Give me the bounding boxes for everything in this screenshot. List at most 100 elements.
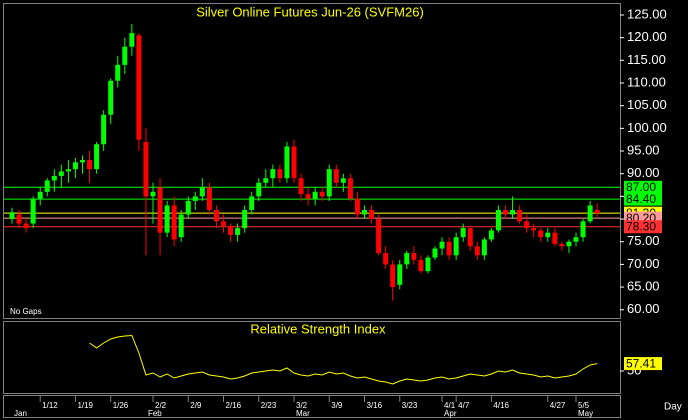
candle-body (44, 180, 50, 192)
candle-body (397, 264, 403, 285)
note: No Gaps (10, 307, 42, 316)
candle-body (30, 198, 36, 224)
candle-body (545, 232, 551, 238)
chart-title: Silver Online Futures Jun-26 (SVFM26) (196, 4, 424, 19)
candle-body (474, 246, 480, 256)
candle-body (263, 178, 269, 183)
candle-body (481, 239, 487, 256)
candle-body (446, 241, 452, 256)
candle-body (580, 221, 586, 238)
candle-body (467, 228, 473, 247)
candle-body (291, 146, 297, 179)
month-label: Jan (14, 409, 27, 418)
candle-body (376, 219, 382, 254)
candle-body (249, 196, 255, 210)
candle-body (383, 253, 389, 265)
x-tick-label: 3/16 (367, 401, 383, 410)
y-tick-label: 65.00 (627, 279, 660, 294)
y-tick-label: 95.00 (627, 142, 660, 157)
candle-body (206, 187, 212, 210)
x-tick-label: 4/1 (444, 401, 456, 410)
candle-body (566, 241, 572, 247)
candle-body (425, 257, 431, 272)
x-tick-label: 4/27 (550, 401, 566, 410)
candle-body (178, 214, 184, 238)
candle-body (418, 259, 424, 272)
candle-body (460, 228, 466, 238)
candle-body (72, 162, 78, 170)
level-label: 84.40 (626, 192, 656, 206)
rsi-title: Relative Strength Index (250, 321, 386, 336)
candle-body (51, 175, 57, 181)
x-tick-label: 1/12 (42, 401, 58, 410)
x-tick-label: 2/23 (261, 401, 277, 410)
candle-body (143, 141, 149, 197)
level-label: 78.30 (626, 219, 656, 233)
candle-body (94, 144, 100, 170)
y-tick-label: 70.00 (627, 256, 660, 271)
candle-body (524, 221, 530, 229)
candle-body (101, 114, 107, 145)
month-label: Mar (296, 409, 310, 418)
candle-body (559, 243, 565, 247)
y-tick-label: 125.00 (627, 6, 667, 21)
x-tick-label: 5/5 (578, 401, 590, 410)
y-tick-label: 90.00 (627, 165, 660, 180)
candle-body (164, 205, 170, 233)
candle-body (390, 264, 396, 288)
candle-body (277, 169, 283, 179)
period: Day (664, 402, 682, 413)
candle-body (37, 191, 43, 199)
candle-body (298, 178, 304, 195)
x-tick-label: 3/2 (296, 401, 308, 410)
candle-body (157, 187, 163, 233)
x-tick-label: 2/16 (226, 401, 242, 410)
level-label: 87.00 (626, 180, 656, 194)
candle-body (503, 209, 508, 215)
candle-body (453, 237, 459, 256)
candle-body (129, 33, 135, 47)
candle-body (495, 209, 501, 231)
y-tick-label: 120.00 (627, 29, 667, 44)
rsi-last-box (624, 357, 662, 371)
candle-body (319, 191, 325, 197)
y-tick-label: 60.00 (627, 301, 660, 316)
rsi-line (89, 334, 598, 385)
candle-body (136, 35, 142, 140)
candle-body (115, 64, 121, 81)
candle-body (108, 80, 114, 115)
price-panel (3, 3, 621, 319)
y-tick-label: 110.00 (627, 74, 666, 89)
month-label: Apr (444, 409, 457, 418)
x-tick-label: 4/7 (458, 401, 470, 410)
rsi-panel (3, 321, 621, 394)
candle-body (573, 237, 579, 242)
candle-body (488, 230, 494, 240)
level-label-box (624, 192, 662, 206)
candle-body (312, 191, 318, 199)
y-tick-label: 105.00 (627, 97, 667, 112)
y-tick-label: 115.00 (627, 52, 666, 67)
candle-body (411, 253, 417, 260)
candle-body (9, 212, 15, 220)
candle-body (517, 209, 523, 222)
candle-body (80, 160, 85, 163)
candle-body (235, 228, 241, 235)
month-label: Feb (148, 409, 162, 418)
candle-body (432, 248, 438, 258)
candle-body (270, 169, 276, 179)
candle-body (362, 209, 367, 215)
candle-body (354, 198, 360, 215)
candle-body (87, 160, 93, 170)
rsi-last-label: 57.41 (626, 356, 656, 370)
candle-body (228, 225, 234, 235)
candle-body (594, 209, 600, 214)
candle-body (23, 223, 29, 229)
x-tick-label: 1/19 (77, 401, 93, 410)
x-tick-label: 2/2 (155, 401, 167, 410)
x-tick-label: 4/16 (493, 401, 509, 410)
date-axis (3, 395, 621, 418)
candle-body (171, 205, 177, 240)
x-tick-label: 3/9 (331, 401, 343, 410)
candle-body (305, 194, 311, 199)
